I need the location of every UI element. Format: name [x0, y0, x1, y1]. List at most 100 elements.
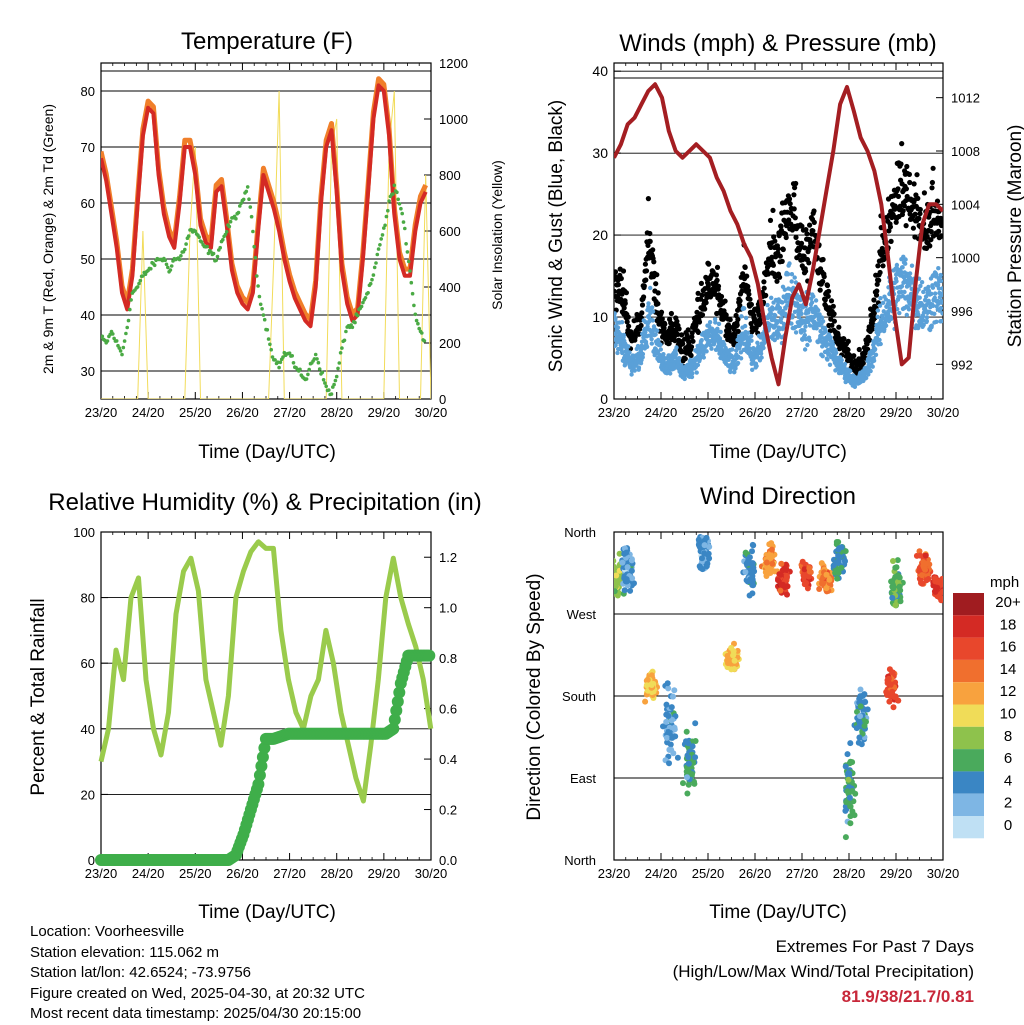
wind-direction-point [668, 746, 675, 753]
gust-point [642, 261, 649, 267]
dewpoint-point [391, 192, 395, 196]
sonic-wind-point [798, 297, 803, 303]
gust-point [869, 326, 876, 332]
gust-point [715, 283, 722, 289]
gust-point [623, 290, 630, 296]
wind-direction-point [730, 652, 737, 659]
sonic-wind-point [713, 320, 718, 325]
relative-humidity-line [98, 539, 434, 804]
wind-direction-x-axis-label: Time (Day/UTC) [709, 902, 847, 923]
precipitation-point [387, 722, 400, 735]
dewpoint-point [307, 367, 312, 372]
wind-direction-point [849, 788, 856, 794]
dewpoint-point [406, 259, 411, 264]
dewpoint-point [290, 354, 295, 358]
x-tick-label: 28/20 [320, 405, 353, 420]
gust-point [699, 292, 705, 298]
sonic-wind-point [903, 261, 908, 266]
gust-point [624, 319, 630, 325]
gust-point [650, 247, 656, 253]
gust-point [817, 287, 823, 293]
sonic-wind-point [785, 272, 791, 277]
y-right-tick-label: 0.2 [439, 803, 457, 818]
sonic-wind-point [746, 342, 752, 347]
precipitation-point [423, 649, 436, 662]
sonic-wind-point [755, 340, 760, 345]
sonic-wind-point [872, 346, 878, 352]
sonic-wind-point [805, 342, 810, 348]
gust-point [780, 246, 786, 253]
winds-left-axis-label: Sonic Wind & Gust (Blue, Black) [546, 100, 567, 372]
gust-point [675, 331, 681, 337]
temperature-x-axis-label: Time (Day/UTC) [198, 442, 336, 463]
gust-point [679, 332, 685, 338]
y-right-tick-label: 1.2 [439, 550, 457, 565]
wind-direction-point [894, 557, 901, 564]
sonic-wind-point [921, 289, 926, 295]
dewpoint-point [350, 325, 355, 330]
wind-direction-point [806, 568, 813, 575]
sonic-wind-point [799, 311, 804, 316]
gust-point [735, 316, 741, 322]
y-tick-label: 0 [88, 853, 95, 868]
sonic-wind-point [614, 316, 618, 321]
gust-point [903, 186, 910, 192]
gust-point [655, 301, 661, 307]
sonic-wind-point [939, 319, 943, 324]
wind-direction-point [763, 559, 770, 566]
gust-point [744, 273, 750, 279]
y-right-tick-label: 400 [439, 280, 461, 295]
sonic-wind-point [614, 311, 617, 316]
sonic-wind-point [916, 287, 921, 292]
sonic-wind-point [936, 286, 942, 291]
sonic-wind-point [936, 266, 941, 271]
gust-point [940, 220, 943, 226]
gust-point [860, 360, 866, 366]
wind-direction-point [885, 675, 892, 682]
dewpoint-point [337, 361, 342, 365]
wind-direction-point [763, 570, 770, 576]
wind-direction-point [893, 564, 900, 571]
y-right-tick-label: 1012 [951, 91, 980, 106]
sonic-wind-point [620, 350, 625, 356]
dewpoint-point [168, 268, 173, 272]
gust-point [734, 322, 740, 328]
precipitation-point [390, 704, 403, 717]
x-tick-label: 29/20 [880, 405, 913, 420]
gust-point [826, 288, 832, 294]
dewpoint-point [368, 281, 373, 286]
wind-direction-title: Wind Direction [700, 483, 856, 510]
gust-point [887, 224, 894, 230]
wind-direction-point [895, 697, 902, 704]
station-elevation: Station elevation: 115.062 m [30, 943, 220, 961]
sonic-wind-point [650, 318, 655, 323]
sonic-wind-point [842, 361, 848, 367]
wind-direction-point [851, 812, 858, 819]
wind-direction-point [897, 598, 904, 605]
dewpoint-point [281, 355, 285, 359]
sonic-wind-point [673, 352, 679, 357]
dewpoint-point [236, 210, 241, 215]
wind-direction-point [671, 687, 678, 694]
y-right-tick-label: 600 [439, 224, 461, 239]
wind-direction-point [838, 564, 845, 571]
sonic-wind-point [926, 288, 932, 293]
dewpoint-point [324, 384, 329, 389]
sonic-wind-point [894, 279, 899, 284]
wind-direction-point [939, 575, 943, 582]
sonic-wind-point [648, 285, 653, 291]
gust-point [695, 290, 701, 296]
sonic-wind-point [649, 305, 655, 310]
wind-direction-point [842, 548, 849, 555]
dewpoint-point [184, 242, 188, 246]
wind-direction-point [674, 754, 681, 761]
sonic-wind-point [709, 346, 714, 351]
y-right-tick-label: 992 [951, 357, 973, 372]
wind-direction-point [766, 565, 773, 572]
dewpoint-point [124, 331, 128, 336]
sonic-wind-point [676, 359, 682, 364]
y-right-tick-label: 1008 [951, 144, 980, 159]
temperature-panel: Temperature (F) 2m & 9m T (Red, Orange) … [40, 28, 505, 463]
sonic-wind-point [819, 315, 825, 320]
dewpoint-point [371, 273, 376, 277]
